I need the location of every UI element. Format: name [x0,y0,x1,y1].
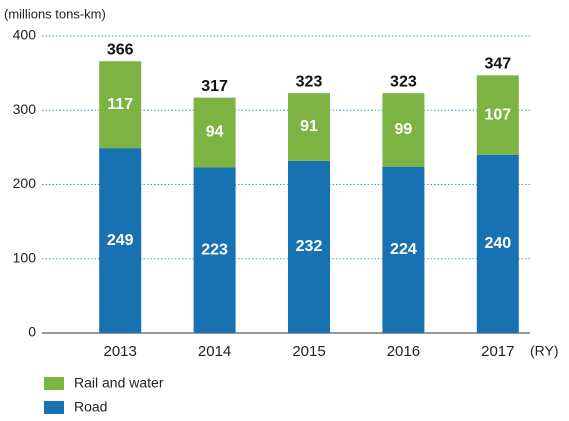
bar-segment [193,167,236,333]
x-tick-label: 2017 [481,343,514,360]
y-tick-label: 400 [13,27,37,43]
bar-segment [382,93,425,167]
total-label: 317 [201,78,228,95]
data-label: 223 [201,241,228,258]
total-label: 323 [390,73,417,90]
y-tick-label: 300 [13,101,37,117]
bar-segment [288,93,330,161]
bar-segment [382,166,425,333]
total-label: 323 [296,73,323,90]
bar-segment [193,97,236,168]
data-label: 249 [107,232,134,249]
legend-label: Rail and water [74,375,164,391]
x-tick-label: 2016 [387,343,420,360]
bar-segment [476,154,519,333]
y-tick-label: 100 [13,249,37,265]
data-label: 94 [206,124,224,141]
x-tick-label: 2014 [198,343,231,360]
bar-segment [99,148,142,333]
total-label: 366 [107,41,134,58]
total-label: 347 [484,56,511,73]
legend-swatch [44,377,64,390]
x-tick-label: 2015 [292,343,325,360]
bar-segment [288,160,330,333]
x-tick-label: 2013 [104,343,137,360]
data-label: 107 [484,106,511,123]
legend-swatch [44,401,64,414]
data-label: 240 [484,235,511,252]
legend-label: Road [74,399,107,415]
y-axis-label: (millions tons-km) [4,6,106,21]
data-label: 232 [296,238,323,255]
data-label: 99 [395,121,413,138]
data-label: 117 [107,96,133,113]
data-label: 91 [300,118,318,135]
y-tick-label: 200 [13,175,37,191]
bar-segment [476,75,519,155]
y-tick-label: 0 [28,324,36,340]
x-axis-label: (RY) [530,343,559,359]
bar-segment [99,61,142,149]
data-label: 224 [390,241,417,258]
